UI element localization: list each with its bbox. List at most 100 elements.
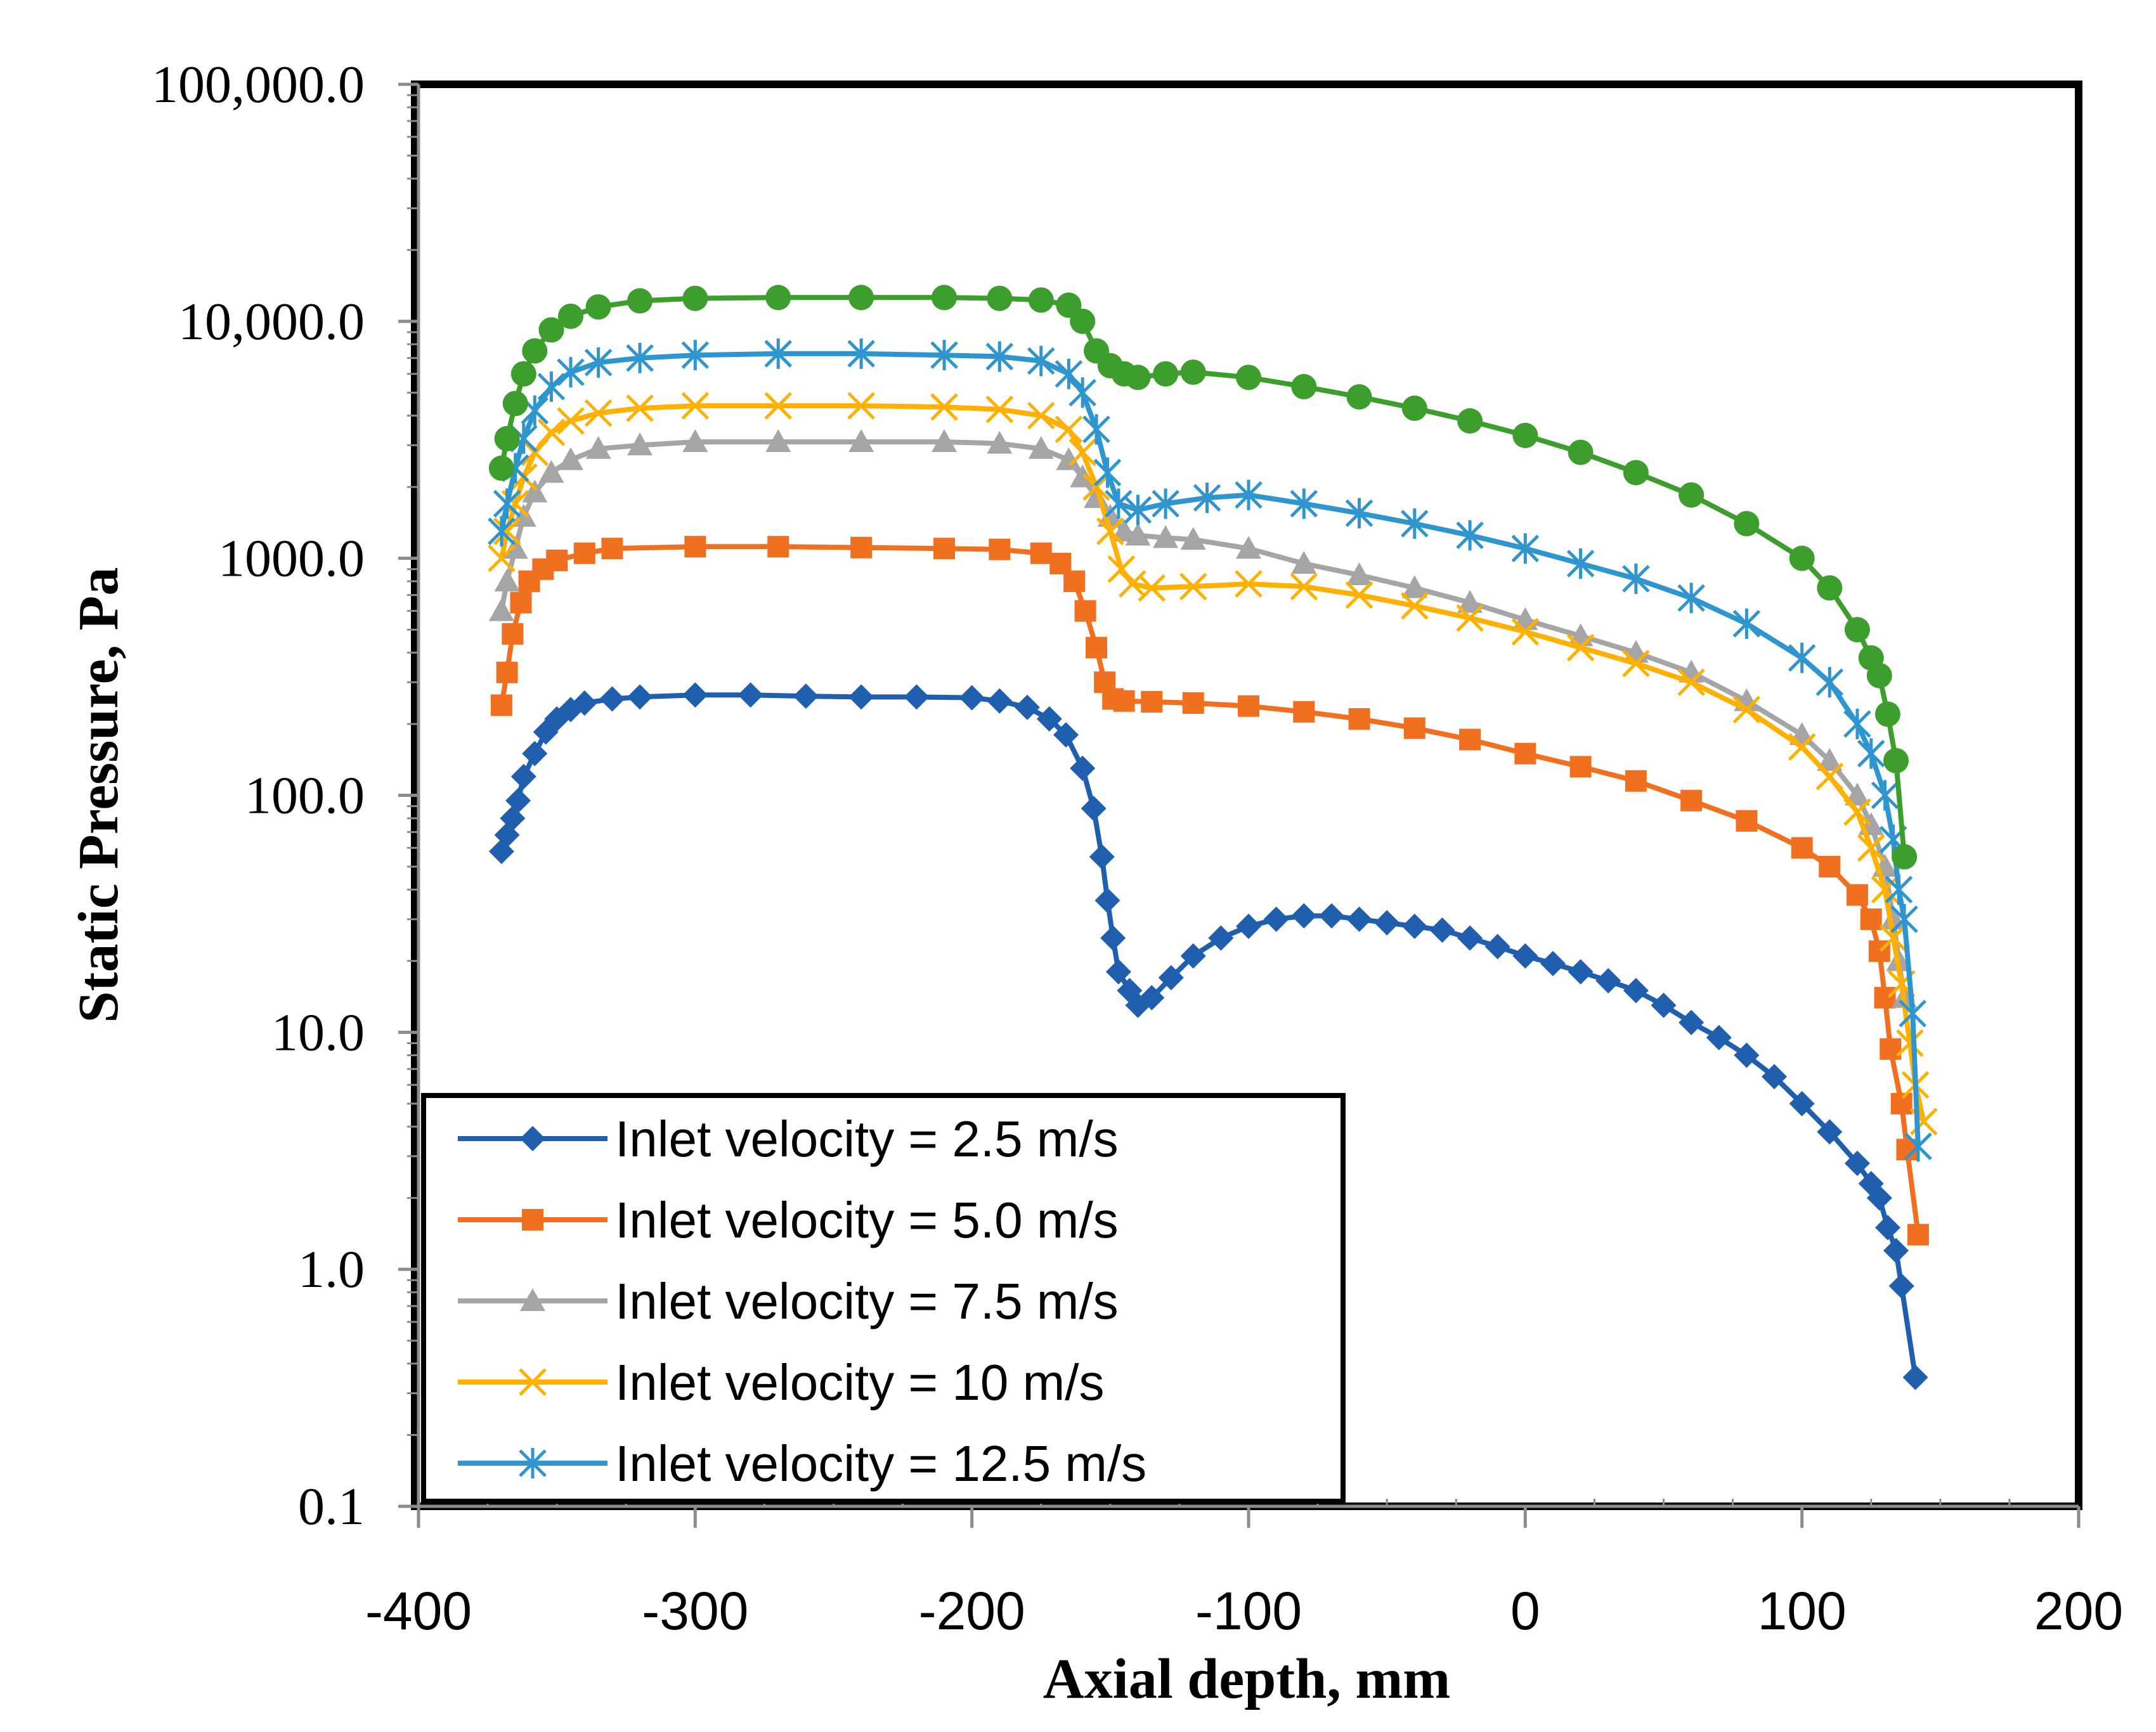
data-point <box>490 694 512 716</box>
data-point <box>1622 649 1650 678</box>
data-point <box>573 542 595 564</box>
data-point <box>1055 415 1083 444</box>
data-point <box>930 340 958 371</box>
data-point <box>764 338 792 369</box>
data-point <box>1511 617 1540 646</box>
data-point <box>1817 747 1843 771</box>
data-point <box>1857 738 1885 769</box>
data-point <box>557 407 585 435</box>
data-point <box>1290 572 1318 600</box>
data-point <box>627 432 653 456</box>
legend-label: Inlet velocity = 2.5 m/s <box>615 1111 1119 1167</box>
series-4 <box>488 392 1938 1135</box>
series-6 <box>488 285 1918 870</box>
axes-layer: 0.1 1.0 10.0 100.0 1000.0 10,000.0 100,000.0 -4… <box>152 55 2123 1641</box>
data-point <box>1874 701 1900 727</box>
data-point <box>1484 934 1510 960</box>
data-point <box>1036 706 1062 732</box>
data-point <box>848 429 874 452</box>
data-point <box>1817 575 1843 601</box>
data-point <box>502 623 524 645</box>
legend-marker <box>519 1448 547 1478</box>
data-point <box>1732 695 1761 724</box>
data-point <box>1081 796 1107 822</box>
data-point <box>1070 308 1096 334</box>
data-point <box>1374 910 1400 936</box>
data-point <box>1348 708 1370 730</box>
data-point <box>584 347 613 378</box>
data-point <box>985 341 1014 372</box>
data-point <box>933 538 956 560</box>
data-point <box>1236 365 1261 391</box>
data-point <box>1179 572 1207 600</box>
data-point <box>1291 903 1317 929</box>
data-point <box>1153 525 1179 548</box>
data-point <box>1093 457 1122 488</box>
data-point <box>847 392 875 420</box>
data-point <box>1086 637 1108 659</box>
data-point <box>1105 488 1133 519</box>
data-point <box>626 394 654 422</box>
data-point <box>510 361 536 387</box>
data-point <box>932 429 958 452</box>
y-tick-label: 100.0 <box>245 766 365 825</box>
legend-item: Inlet velocity = 2.5 m/s <box>458 1111 1119 1167</box>
x-tick-label: 0 <box>1510 1581 1540 1641</box>
data-point <box>1097 503 1123 527</box>
data-point <box>1074 600 1096 622</box>
data-point <box>1595 968 1621 994</box>
data-point <box>1401 591 1429 620</box>
data-point <box>1238 695 1259 717</box>
data-point <box>1456 604 1484 632</box>
data-point <box>1096 517 1124 545</box>
data-point <box>538 317 564 343</box>
legend-item: Inlet velocity = 5.0 m/s <box>458 1192 1119 1248</box>
data-point <box>1817 1119 1843 1145</box>
data-point <box>1844 782 1870 806</box>
legend-marker <box>522 1209 543 1231</box>
data-point <box>764 392 792 420</box>
data-point <box>627 288 653 314</box>
data-point <box>1094 888 1120 914</box>
data-point <box>848 684 874 710</box>
data-point <box>1566 633 1595 662</box>
data-point <box>904 684 930 710</box>
data-point <box>1819 856 1841 878</box>
data-point <box>1105 959 1131 985</box>
data-point <box>627 684 653 710</box>
data-point <box>1027 401 1055 430</box>
data-point <box>682 682 708 708</box>
data-point <box>522 338 548 364</box>
data-point <box>585 436 611 459</box>
data-point <box>1569 756 1592 778</box>
data-point <box>793 683 819 709</box>
y-tick-label: 100,000.0 <box>152 55 365 114</box>
data-point <box>1346 384 1372 410</box>
data-point <box>488 544 516 572</box>
data-point <box>1111 519 1137 542</box>
data-point <box>1679 482 1705 508</box>
x-tick-label: 100 <box>1758 1581 1847 1641</box>
data-point <box>1180 943 1206 969</box>
data-point <box>1055 358 1083 389</box>
data-point <box>1457 925 1483 951</box>
data-point <box>521 438 549 467</box>
data-point <box>1401 914 1427 940</box>
data-point <box>1625 770 1647 792</box>
data-point <box>1651 992 1677 1018</box>
data-point <box>1138 574 1166 602</box>
data-point <box>1890 1092 1912 1115</box>
data-point <box>1180 359 1206 385</box>
data-point <box>1125 365 1151 391</box>
series-5 <box>488 338 1932 1162</box>
data-point <box>1879 924 1907 952</box>
data-point <box>1345 498 1373 529</box>
data-point <box>510 763 536 789</box>
data-point <box>1063 570 1086 592</box>
data-point <box>1124 494 1152 526</box>
data-point <box>1346 562 1372 586</box>
data-point <box>1153 361 1179 387</box>
y-tick-label: 1000.0 <box>218 529 365 588</box>
data-point <box>557 357 585 388</box>
